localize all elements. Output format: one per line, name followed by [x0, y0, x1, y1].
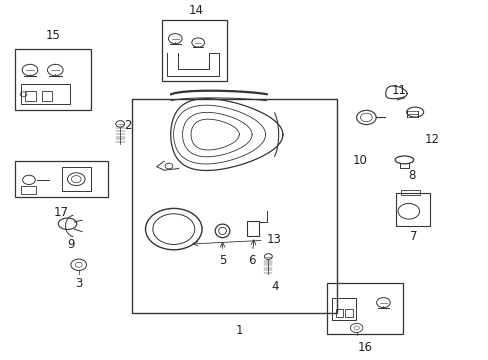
Bar: [15, 161, 108, 197]
Text: 11: 11: [391, 84, 406, 97]
Bar: [15, 49, 91, 109]
Text: 4: 4: [271, 280, 278, 293]
Bar: [400, 190, 419, 194]
Bar: [41, 91, 52, 101]
Text: 13: 13: [193, 233, 281, 246]
Text: 1: 1: [235, 324, 243, 337]
Bar: [327, 283, 402, 334]
Bar: [395, 193, 429, 226]
Text: 5: 5: [219, 242, 226, 267]
Text: 10: 10: [352, 154, 367, 167]
Text: 9: 9: [67, 238, 75, 251]
Text: 17: 17: [54, 206, 69, 219]
Text: 2: 2: [123, 119, 131, 132]
Text: 16: 16: [357, 342, 372, 355]
Text: 7: 7: [409, 230, 417, 243]
Bar: [335, 309, 343, 316]
Text: 15: 15: [45, 29, 60, 42]
Text: 6: 6: [247, 240, 255, 267]
Bar: [345, 309, 352, 316]
Bar: [161, 21, 227, 81]
Text: 8: 8: [407, 169, 414, 182]
Bar: [246, 221, 259, 235]
Text: 12: 12: [424, 134, 439, 147]
Bar: [132, 99, 336, 313]
Bar: [25, 91, 36, 101]
Text: 14: 14: [188, 4, 203, 17]
Bar: [21, 186, 36, 194]
Text: 3: 3: [75, 277, 82, 290]
Bar: [331, 298, 355, 320]
Bar: [21, 84, 70, 104]
Bar: [61, 167, 91, 190]
